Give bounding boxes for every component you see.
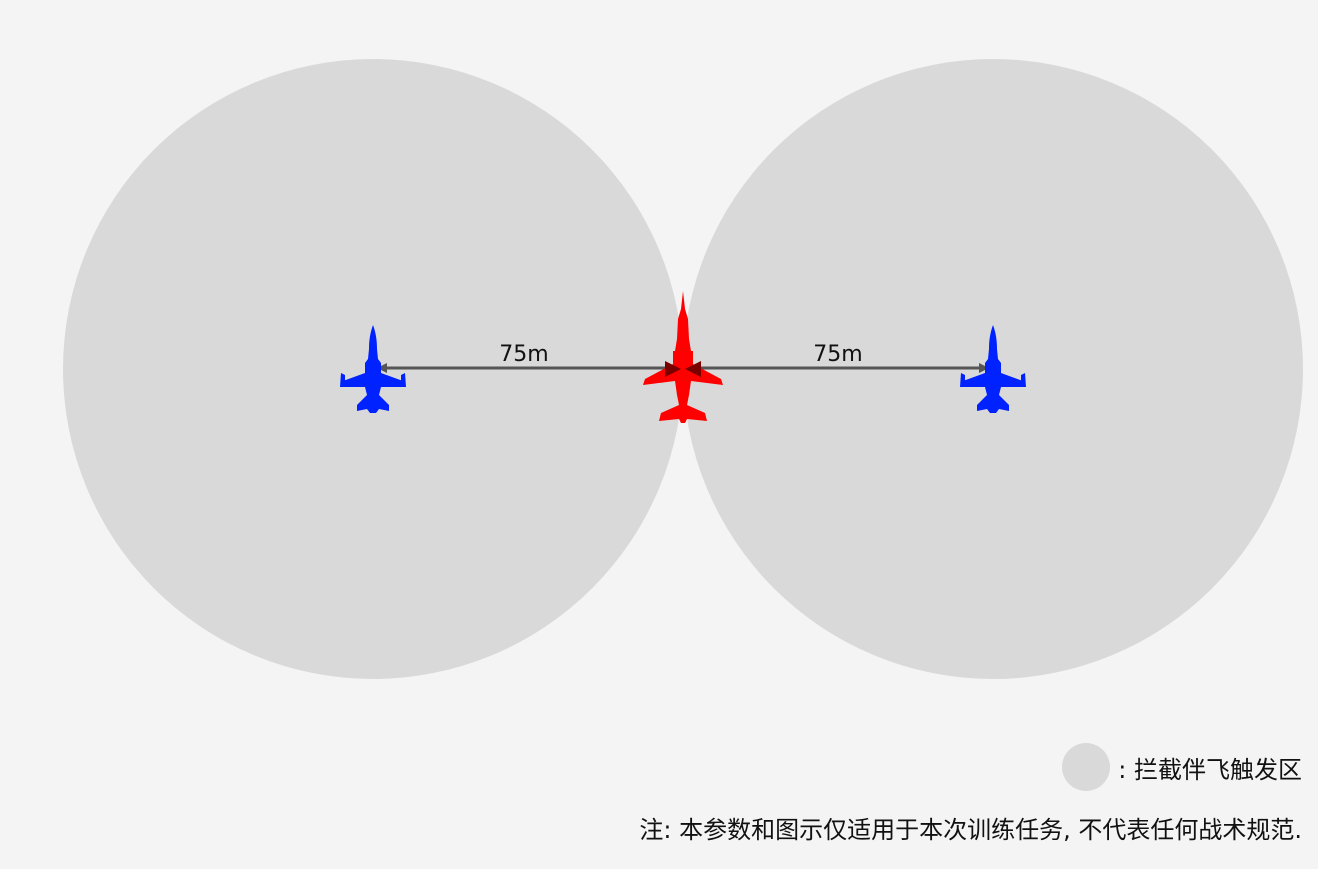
left-distance-label: 75m [499, 342, 548, 367]
legend: : 拦截伴飞触发区 [1062, 743, 1302, 791]
legend-label: : 拦截伴飞触发区 [1118, 755, 1302, 784]
trigger-zone-legend-swatch [1062, 743, 1111, 791]
left-wingman-fighter-jet-icon [340, 325, 406, 413]
lead-trainer-jet-icon [643, 291, 723, 423]
disclaimer-note: 注: 本参数和图示仅适用于本次训练任务, 不代表任何战术规范. [639, 816, 1302, 844]
right-distance-label: 75m [813, 342, 862, 367]
right-wingman-fighter-jet-icon [960, 325, 1026, 413]
